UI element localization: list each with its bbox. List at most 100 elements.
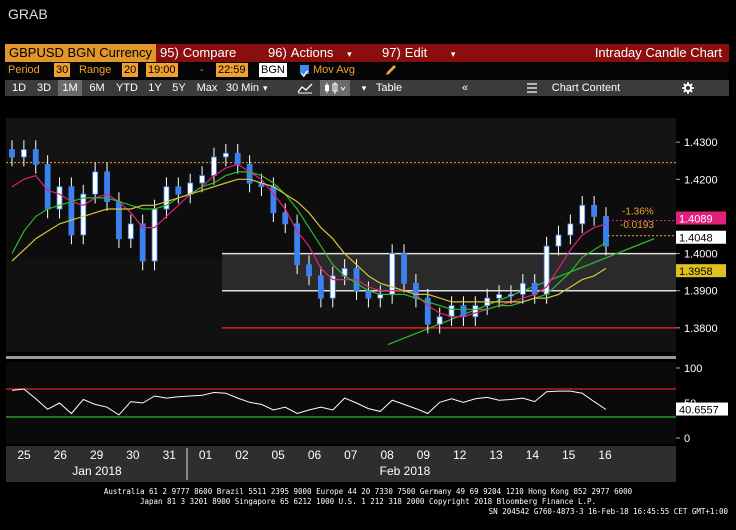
candle (44, 164, 51, 210)
ref-level-label-box (676, 230, 726, 244)
menu-lines-icon[interactable] (522, 80, 542, 96)
range-1y-button[interactable]: 1Y (148, 82, 162, 94)
pencil-icon[interactable] (384, 63, 398, 82)
candle (222, 152, 229, 158)
range-1m-button[interactable]: 1M (58, 80, 82, 96)
candle (211, 156, 217, 176)
range-3d-button[interactable]: 3D (36, 82, 52, 94)
actions-label: Actions (290, 45, 334, 60)
ma-value-label: 1.3958 (679, 266, 713, 278)
candle (234, 152, 241, 165)
price-tick-label: 1.3800 (684, 323, 718, 335)
ref-level-label: 1.4048 (679, 233, 713, 245)
oscillator-last-value: 40.6557 (679, 405, 719, 417)
app-title: GRAB (8, 6, 48, 22)
date-tick-label: 15 (562, 448, 576, 462)
pct-change-label: -1.36% (622, 207, 654, 218)
candle (591, 204, 598, 217)
interval-label: 30 Min (226, 82, 260, 94)
candle (32, 149, 39, 165)
footer-session-line: SN 204542 G760-4873-3 16-Feb-18 16:45:55… (488, 507, 728, 516)
candle-style-icon[interactable] (320, 80, 350, 96)
oscillator-tick-label: 100 (684, 363, 702, 375)
candle (270, 186, 277, 214)
candle (127, 223, 134, 240)
time-dash: - (200, 64, 204, 76)
range-field[interactable]: 20 (122, 63, 139, 77)
compare-number: 95) (160, 45, 179, 60)
candle (389, 253, 396, 295)
candle (80, 193, 87, 236)
date-tick-label: 06 (308, 448, 322, 462)
date-tick-label: 02 (235, 448, 249, 462)
table-button[interactable]: Table (375, 82, 403, 94)
actions-number: 96) (268, 45, 287, 60)
edit-number: 97) (382, 45, 401, 60)
abs-change-label: -0.0193 (620, 220, 654, 231)
candle (448, 305, 455, 318)
range-ytd-button[interactable]: YTD (116, 82, 138, 94)
date-axis (6, 446, 676, 482)
candle (163, 186, 170, 210)
date-tick-label: 30 (126, 448, 140, 462)
candle (306, 264, 312, 277)
edit-label: Edit (404, 45, 428, 60)
source-field[interactable]: BGN (259, 63, 287, 77)
mov-avg-label: Mov Avg (313, 64, 355, 76)
candle (329, 275, 336, 299)
candle (104, 171, 110, 202)
gear-icon[interactable] (678, 80, 698, 96)
compare-button[interactable]: 95) Compare (160, 44, 236, 62)
time-to-field[interactable]: 22:59 (216, 63, 248, 77)
actions-menu[interactable]: 96) Actions ▾ (268, 44, 352, 62)
date-tick-label: 13 (489, 448, 503, 462)
settings-row (5, 63, 729, 79)
range-6m-button[interactable]: 6M (89, 82, 105, 94)
candle (424, 297, 431, 325)
candle (579, 204, 586, 225)
footer-contacts-line: Australia 61 2 9777 8600 Brazil 5511 239… (103, 487, 633, 496)
line-chart-icon[interactable] (294, 80, 316, 96)
date-tick-label: 31 (163, 448, 177, 462)
candle (460, 305, 467, 318)
moving-average-line (11, 171, 607, 310)
edit-dropdown-icon: ▾ (450, 49, 456, 59)
candle (9, 149, 15, 158)
candle (555, 234, 562, 247)
footer-copyright-line: Japan 81 3 3201 8900 Singapore 65 6212 1… (139, 497, 597, 506)
date-tick-label: 14 (526, 448, 540, 462)
date-tick-label: 29 (90, 448, 104, 462)
price-tick-label: 1.4300 (684, 137, 718, 149)
table-dropdown-icon[interactable]: ▾ (361, 83, 367, 93)
candle (317, 275, 324, 299)
candle (199, 175, 205, 184)
date-tick-label: 12 (453, 448, 467, 462)
range-max-button[interactable]: Max (196, 82, 218, 94)
candle (508, 294, 514, 297)
collapse-left-icon[interactable]: « (461, 82, 469, 94)
candle (294, 223, 301, 266)
oscillator-panel (6, 362, 676, 444)
actions-dropdown-icon: ▾ (347, 49, 352, 59)
range-5y-button[interactable]: 5Y (172, 82, 186, 94)
period-field[interactable]: 30 (54, 63, 71, 77)
edit-menu[interactable]: 97) Edit ▾ (382, 44, 455, 62)
mov-avg-checkbox[interactable] (300, 65, 309, 78)
command-bar (5, 44, 729, 62)
price-tick-label: 1.4200 (684, 174, 718, 186)
chart-area: 1.43001.42001.41001.40001.39001.38001.40… (6, 118, 736, 482)
range-label: Range (79, 64, 112, 76)
ticker-field[interactable]: GBPUSD BGN Currency (5, 44, 157, 62)
candle (139, 223, 146, 262)
candle (116, 201, 122, 240)
candle (20, 149, 27, 158)
date-tick-label: 25 (17, 448, 31, 462)
date-tick-label: 16 (598, 448, 612, 462)
candle (496, 294, 502, 299)
candle (567, 223, 574, 236)
range-1d-button[interactable]: 1D (11, 82, 27, 94)
interval-select[interactable]: 30 Min ▾ (226, 80, 282, 96)
chart-content-button[interactable]: Chart Content (551, 82, 621, 94)
date-tick-label: 08 (380, 448, 394, 462)
time-from-field[interactable]: 19:00 (146, 63, 178, 77)
